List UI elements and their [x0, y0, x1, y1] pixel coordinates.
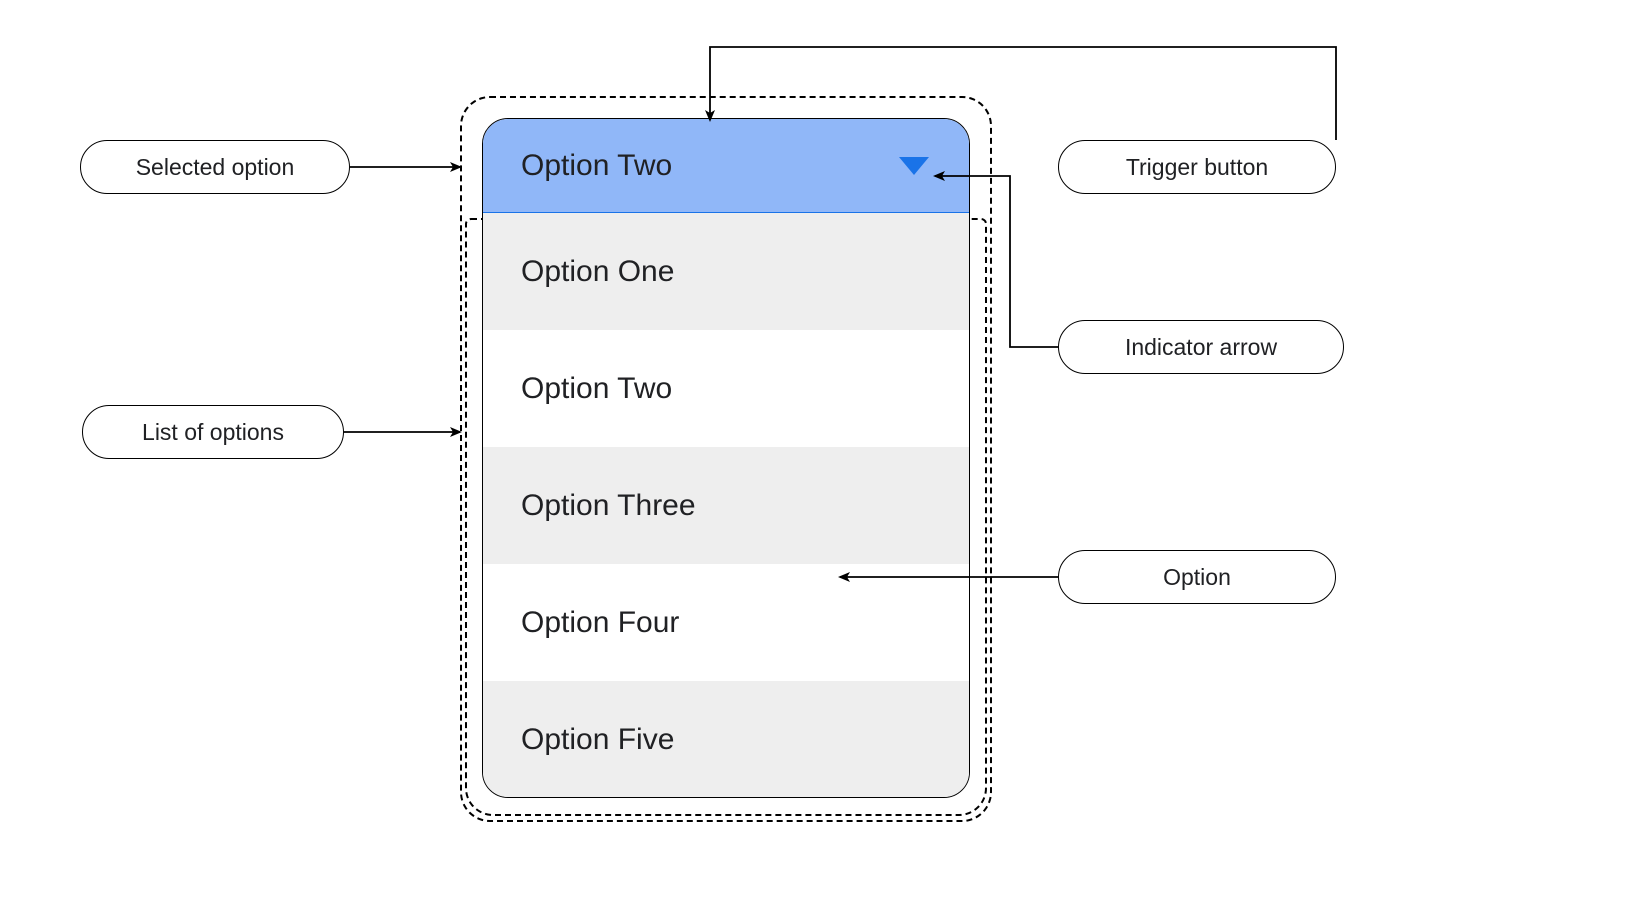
diagram-stage: Selected option List of options Trigger …: [0, 0, 1650, 924]
selected-option-label: Option Two: [521, 149, 672, 183]
dropdown-option[interactable]: Option Five: [483, 681, 969, 798]
dropdown-option[interactable]: Option Two: [483, 330, 969, 447]
dropdown-option-label: Option Two: [521, 372, 672, 406]
callout-label: Indicator arrow: [1125, 334, 1277, 361]
callout-label: Option: [1163, 564, 1231, 591]
callout-trigger-button: Trigger button: [1058, 140, 1336, 194]
dropdown[interactable]: Option Two Option One Option Two Option Th…: [482, 118, 970, 798]
callout-selected-option: Selected option: [80, 140, 350, 194]
callout-list-of-options: List of options: [82, 405, 344, 459]
dropdown-option[interactable]: Option Four: [483, 564, 969, 681]
callout-label: Selected option: [136, 154, 295, 181]
dropdown-option-label: Option Four: [521, 606, 679, 640]
dropdown-option-label: Option Five: [521, 723, 674, 757]
dropdown-option-label: Option One: [521, 255, 674, 289]
chevron-down-icon: [899, 157, 929, 182]
callout-label: List of options: [142, 419, 284, 446]
callout-label: Trigger button: [1126, 154, 1268, 181]
callout-option: Option: [1058, 550, 1336, 604]
callout-indicator-arrow: Indicator arrow: [1058, 320, 1344, 374]
dropdown-option[interactable]: Option One: [483, 213, 969, 330]
dropdown-option-label: Option Three: [521, 489, 696, 523]
dropdown-trigger[interactable]: Option Two: [483, 119, 969, 213]
options-list: Option One Option Two Option Three Option F…: [483, 213, 969, 798]
dropdown-option[interactable]: Option Three: [483, 447, 969, 564]
